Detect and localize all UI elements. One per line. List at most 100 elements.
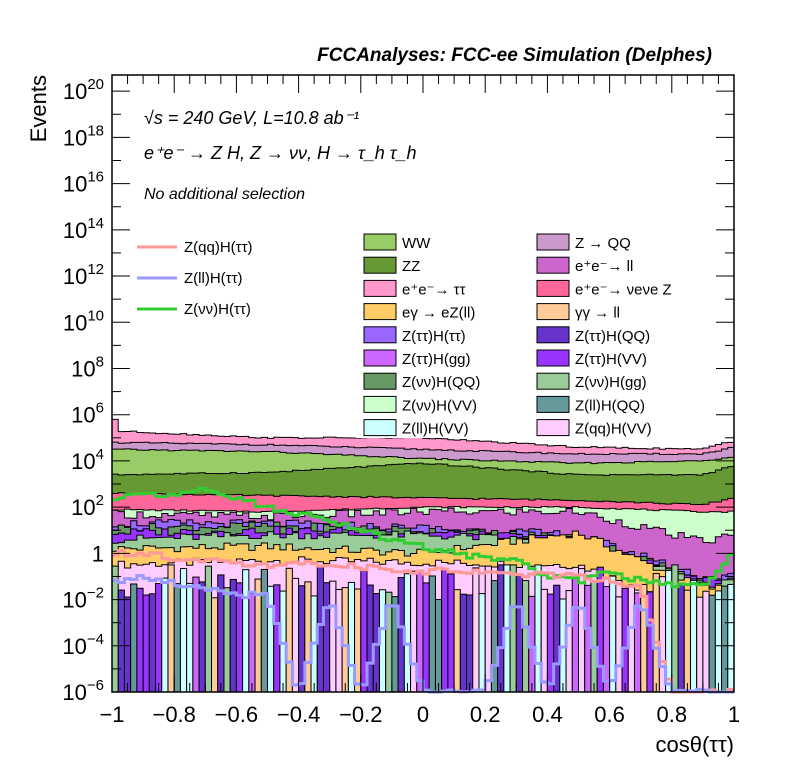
legend-fill-swatch — [363, 256, 397, 274]
legend-box — [356, 228, 716, 438]
low-stat-bin — [123, 596, 132, 693]
chart-title: FCCAnalyses: FCC-ee Simulation (Delphes) — [317, 45, 712, 66]
legend-label: Z(qq)H(VV) — [575, 421, 652, 438]
x-tick-label: 1 — [728, 702, 740, 727]
annotation-selection: No additional selection — [144, 186, 305, 203]
y-tick-label: 102 — [71, 492, 104, 520]
low-stat-bin — [204, 565, 213, 693]
legend-label: Z → QQ — [575, 235, 631, 252]
low-stat-bin — [428, 575, 436, 693]
low-stat-bin — [459, 593, 468, 693]
x-tick-label: −0.4 — [277, 702, 320, 727]
legend-fill-swatch — [536, 326, 570, 344]
y-tick-label: 1010 — [63, 307, 104, 335]
y-tick-label: 10−4 — [62, 631, 104, 659]
overlay-line-z-ll-h- — [112, 574, 734, 694]
overlay-lines — [112, 486, 734, 694]
low-stat-bin — [235, 582, 244, 693]
low-stat-bin — [192, 576, 200, 693]
legend-label: Z(qq)H(ττ) — [184, 239, 253, 256]
low-stat-bin — [211, 597, 219, 693]
legend-fill-swatch — [363, 372, 397, 390]
low-stat-bin — [161, 577, 169, 693]
x-tick-label: 0.8 — [657, 702, 688, 727]
low-stat-bin — [434, 599, 443, 693]
y-tick-label: 106 — [71, 400, 104, 428]
x-tick-labels: −1 −0.8 −0.6 −0.4 −0.2 0 0.2 0.4 0.6 0.8 1 — [99, 702, 740, 727]
low-stat-bin — [117, 589, 125, 693]
y-tick-label: 108 — [71, 353, 104, 381]
annotation-energy: √s = 240 GeV, L=10.8 ab⁻¹ — [144, 108, 359, 128]
low-stat-bin — [248, 592, 256, 693]
legend-label: Z(ll)H(ττ) — [184, 270, 243, 287]
plot-area — [111, 418, 735, 693]
y-tick-label: 1014 — [63, 215, 104, 243]
x-tick-label: −0.2 — [339, 702, 382, 727]
legend-fill-swatch — [363, 303, 397, 321]
low-stat-bin — [223, 587, 231, 693]
legend-label: WW — [402, 235, 431, 252]
legend-fill-swatch — [536, 279, 570, 297]
low-stat-bin — [136, 587, 144, 693]
low-stat-bin — [714, 590, 723, 693]
legend-label: Z(ll)H(QQ) — [575, 397, 645, 414]
legend-fill-swatch — [536, 419, 570, 437]
legend-fill-swatch — [536, 256, 570, 274]
x-tick-label: −0.6 — [215, 702, 258, 727]
low-stat-bin — [727, 583, 735, 693]
legend-fill-swatch — [363, 349, 397, 367]
y-tick-label: 1 — [92, 541, 104, 566]
low-stat-bin — [173, 583, 181, 693]
low-stat-bin — [453, 589, 461, 693]
legend-label: Z(ττ)H(QQ) — [575, 328, 650, 345]
y-tick-label: 1018 — [63, 122, 104, 150]
low-stat-bin — [721, 585, 729, 693]
low-stat-bin — [422, 582, 430, 693]
low-stat-bin — [515, 575, 524, 693]
low-stat-bin — [702, 590, 710, 693]
low-stat-bin — [260, 568, 268, 693]
low-stat-bin — [696, 596, 704, 693]
low-stat-bin — [708, 594, 716, 693]
low-stat-bin — [148, 593, 157, 693]
low-stat-bin — [683, 589, 691, 693]
legend-label: Z(ll)H(VV) — [402, 421, 469, 438]
y-axis-label: Events — [26, 75, 51, 142]
legend-label: Z(νν)H(VV) — [402, 397, 477, 414]
legend-fill-swatch — [536, 303, 570, 321]
annotation-process: e⁺e⁻ → Z H, Z → νν, H → τ_h τ_h — [144, 143, 417, 163]
low-stat-bin — [329, 580, 337, 693]
legend-label: Z(νν)H(gg) — [575, 374, 647, 391]
low-stat-bin — [578, 568, 586, 693]
legend-fill-swatch — [536, 372, 570, 390]
x-tick-label: 0.4 — [532, 702, 563, 727]
legend-label: e⁺e⁻→ ll — [575, 258, 633, 275]
legend-label: e⁺e⁻→ ττ — [402, 281, 466, 298]
legend: Z(qq)H(ττ) Z(ll)H(ττ) Z(νν)H(ττ) WW ZZ e⁺e⁻→ … — [137, 228, 716, 438]
legend-fill-swatch — [536, 395, 570, 413]
legend-fill-swatch — [363, 326, 397, 344]
legend-label: ZZ — [402, 258, 420, 275]
low-stat-bin — [441, 569, 449, 693]
low-stat-bin — [155, 583, 163, 693]
low-stat-bin — [130, 583, 138, 693]
y-tick-label: 10−6 — [62, 677, 104, 705]
legend-fill-swatch — [363, 419, 397, 437]
legend-label: e⁺e⁻→ νeνe Z — [575, 281, 672, 298]
x-tick-label: −0.8 — [152, 702, 195, 727]
y-tick-label: 1020 — [63, 76, 104, 104]
x-tick-label: 0 — [417, 702, 429, 727]
y-tick-labels: 1020 1018 1016 1014 1012 1010 108 106 104 102 1 10−… — [62, 76, 104, 705]
low-stat-bin — [322, 582, 331, 693]
legend-fill-swatch — [536, 233, 570, 251]
axis-ticks — [111, 75, 735, 693]
x-axis-label: cosθ(ττ) — [655, 732, 734, 757]
legend-fill-swatch — [363, 233, 397, 251]
low-stat-bin — [447, 573, 455, 693]
legend-label: γγ → ll — [575, 305, 620, 322]
legend-label: Z(νν)H(ττ) — [184, 301, 251, 318]
legend-fill-swatch — [536, 349, 570, 367]
y-tick-label: 104 — [71, 446, 104, 474]
low-stat-bin — [478, 593, 486, 693]
